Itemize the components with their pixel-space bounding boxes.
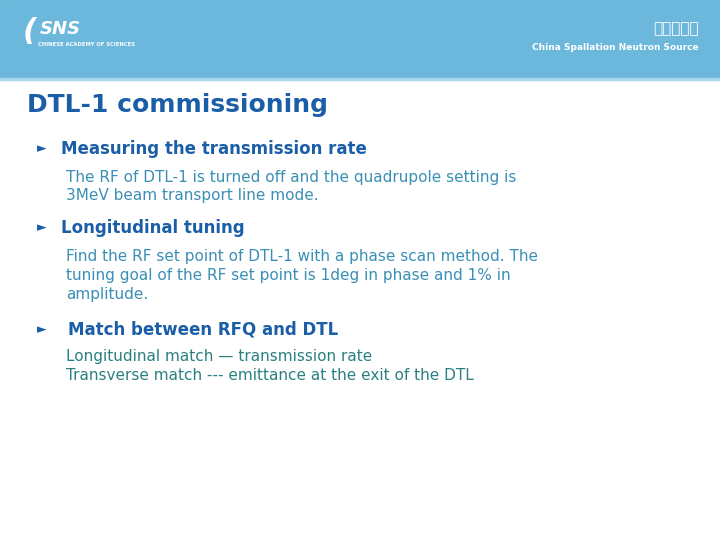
- Text: Longitudinal match — transmission rate: Longitudinal match — transmission rate: [66, 349, 372, 364]
- Text: amplitude.: amplitude.: [66, 287, 148, 302]
- Text: Measuring the transmission rate: Measuring the transmission rate: [61, 139, 367, 158]
- Text: Find the RF set point of DTL-1 with a phase scan method. The: Find the RF set point of DTL-1 with a ph…: [66, 249, 539, 264]
- Bar: [0, 78, 720, 80]
- Text: 3MeV beam transport line mode.: 3MeV beam transport line mode.: [66, 188, 319, 203]
- Text: CHINESE ACADEMY OF SCIENCES: CHINESE ACADEMY OF SCIENCES: [38, 42, 135, 47]
- Text: SNS: SNS: [40, 21, 81, 38]
- Text: DTL-1 commissioning: DTL-1 commissioning: [27, 93, 328, 117]
- Text: Match between RFQ and DTL: Match between RFQ and DTL: [68, 320, 338, 339]
- Text: ►: ►: [37, 323, 47, 336]
- Bar: [0, 0, 720, 78]
- Text: (: (: [23, 17, 37, 45]
- Text: ►: ►: [37, 142, 47, 155]
- Text: tuning goal of the RF set point is 1deg in phase and 1% in: tuning goal of the RF set point is 1deg …: [66, 268, 511, 283]
- Text: Longitudinal tuning: Longitudinal tuning: [61, 219, 245, 237]
- Text: Transverse match --- emittance at the exit of the DTL: Transverse match --- emittance at the ex…: [66, 368, 474, 383]
- Text: The RF of DTL-1 is turned off and the quadrupole setting is: The RF of DTL-1 is turned off and the qu…: [66, 170, 517, 185]
- Text: 散裂中子源: 散裂中子源: [653, 21, 698, 36]
- Text: ►: ►: [37, 221, 47, 234]
- Text: China Spallation Neutron Source: China Spallation Neutron Source: [532, 43, 698, 52]
